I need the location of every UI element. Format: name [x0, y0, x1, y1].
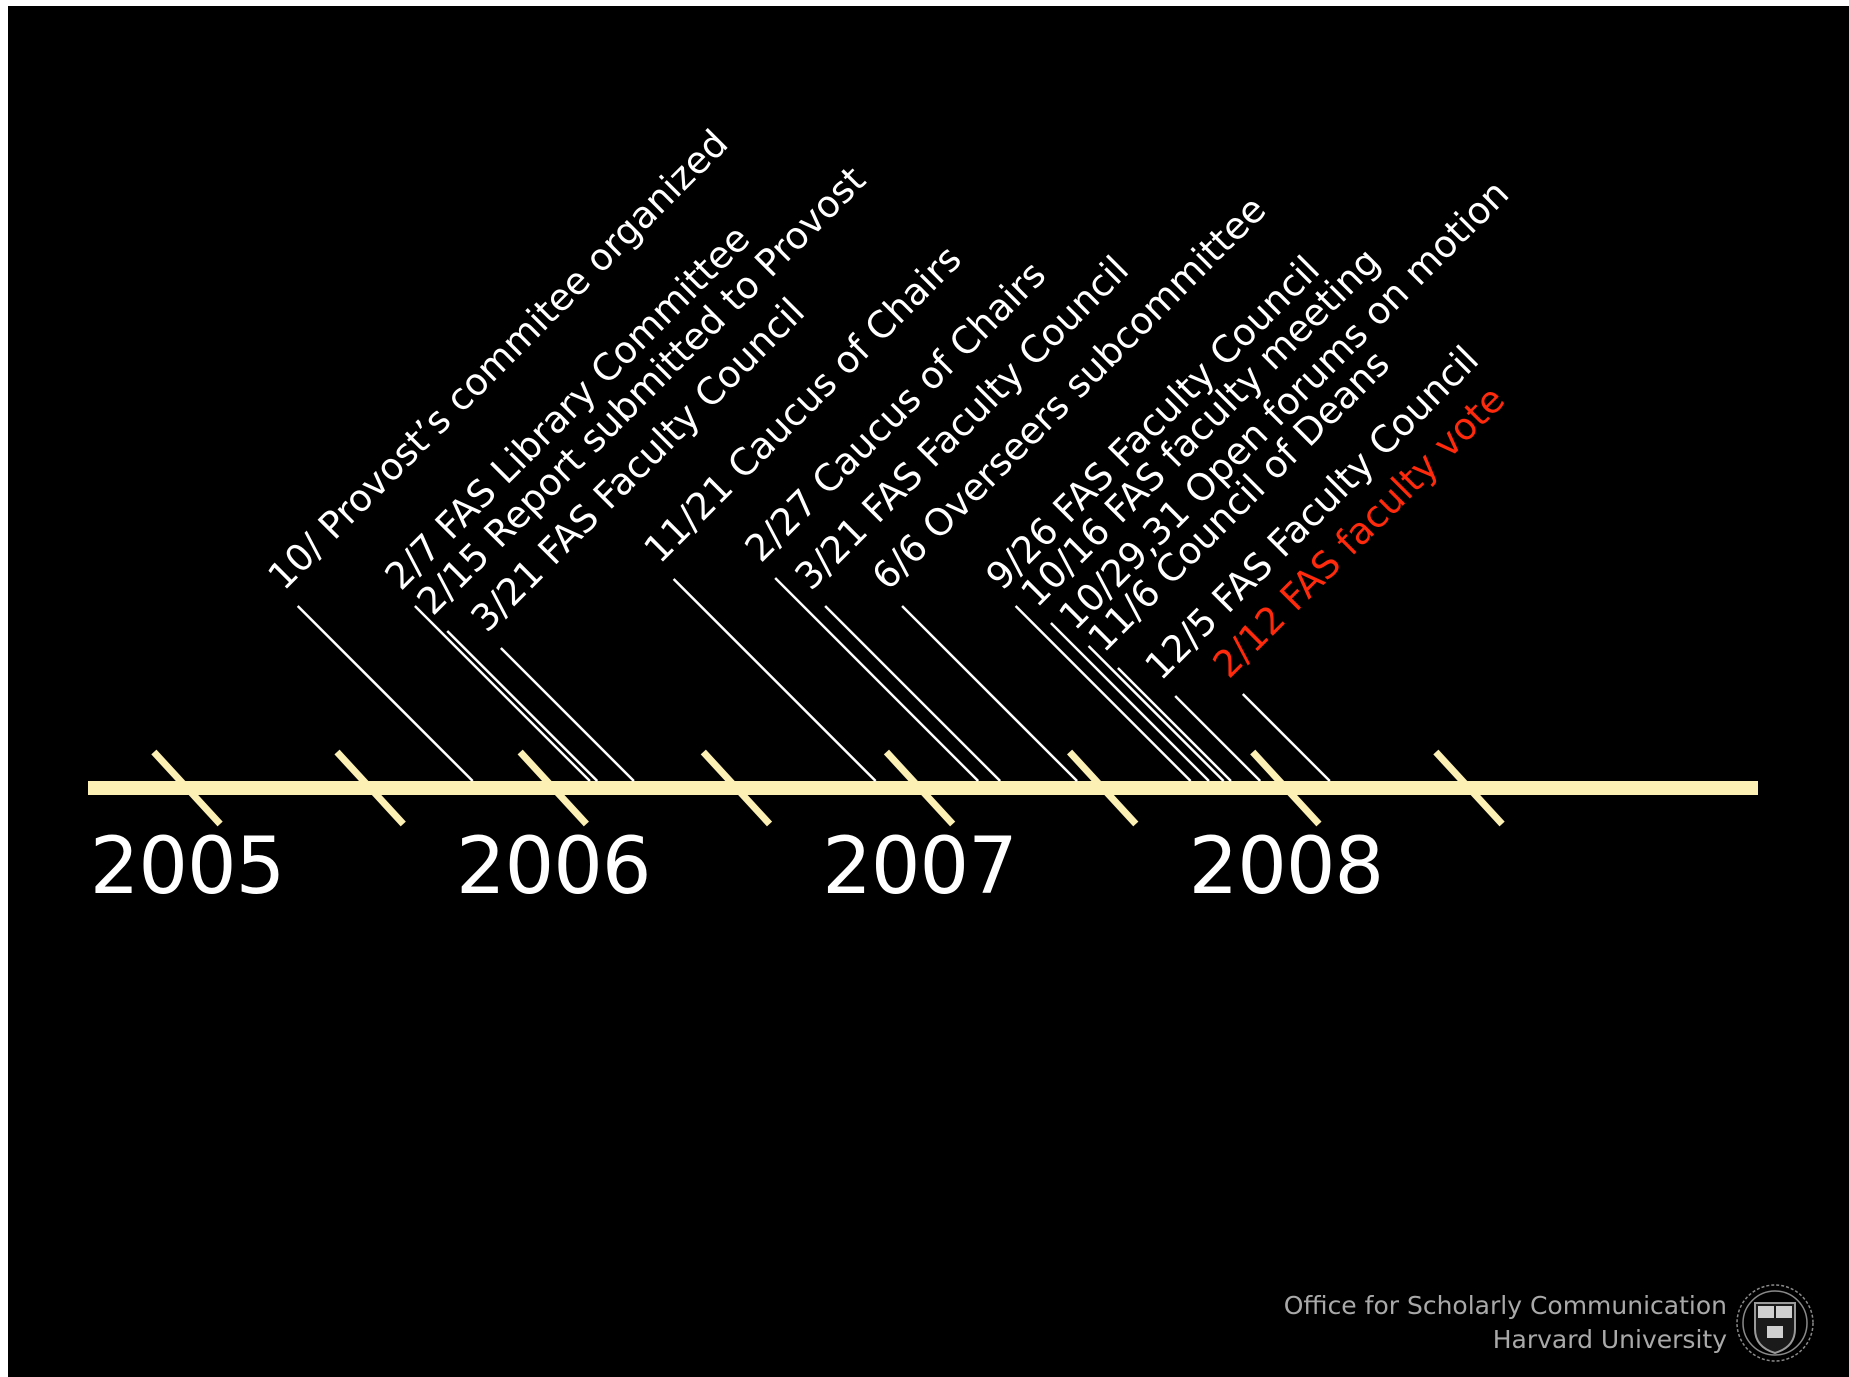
event-leader-lines	[296, 577, 1331, 782]
event-leader-line	[499, 647, 635, 782]
event-leader-line	[296, 605, 474, 782]
event-leader-line	[824, 605, 1002, 782]
timeline-graphic	[88, 577, 1758, 827]
year-label: 2005	[89, 822, 286, 912]
event-leader-line	[1241, 693, 1331, 782]
event-leader-line	[446, 630, 599, 782]
event-leader-line	[1117, 667, 1232, 782]
event-leader-line	[901, 605, 1078, 782]
event-leader-line	[1087, 645, 1225, 782]
year-label: 2007	[822, 822, 1018, 912]
event-leader-line	[1014, 605, 1192, 782]
event-leader-line	[414, 605, 591, 782]
event-leader-line	[774, 577, 980, 782]
timeline-axis	[88, 781, 1758, 795]
footer-credit: Office for Scholarly Communication Harva…	[1284, 1289, 1727, 1357]
footer-office: Office for Scholarly Communication	[1283, 1291, 1727, 1320]
event-leader-line	[1174, 695, 1262, 782]
year-label: 2008	[1188, 822, 1385, 912]
year-label: 2006	[456, 822, 652, 912]
footer-university: Harvard University	[1492, 1325, 1727, 1354]
event-leader-line	[1050, 622, 1210, 782]
event-leader-line	[672, 578, 877, 782]
timeline-slide: 2005 2006 2007 2008 10/ Provost’s commitee …	[8, 6, 1849, 1377]
harvard-seal-icon	[1736, 1284, 1814, 1362]
